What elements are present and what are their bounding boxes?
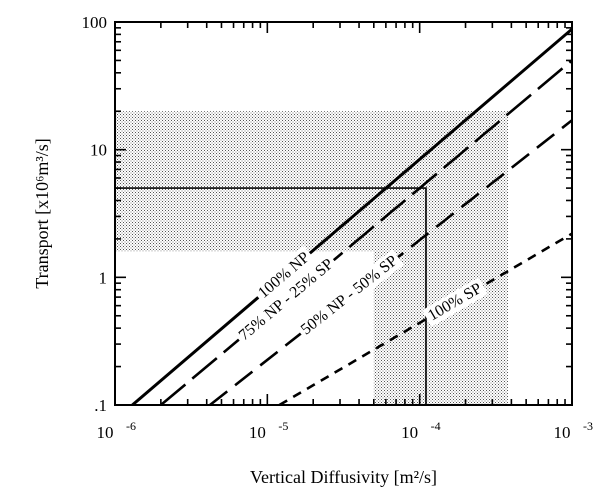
series-line-100-np	[131, 27, 572, 405]
plot-frame	[114, 21, 573, 406]
series-label-background	[422, 277, 488, 327]
shaded-regions	[115, 111, 508, 405]
y-axis-label: Transport [x10⁶m³/s]	[32, 138, 52, 289]
x-tick-exponent: -3	[583, 419, 593, 433]
reference-line-1	[115, 187, 427, 405]
x-tick-label: 10	[401, 423, 418, 442]
y-tick-label: 10	[90, 141, 107, 160]
x-tick-exponent: -6	[126, 419, 136, 433]
labels: Vertical Diffusivity [m²/s] Transport [x…	[32, 13, 593, 487]
x-tick-label: 10	[554, 423, 571, 442]
series-line-100-sp	[278, 232, 572, 405]
y-tick-label: 1	[99, 268, 108, 287]
series-label-background	[294, 249, 404, 342]
series-label-background	[252, 245, 317, 305]
x-tick-label: 10	[97, 423, 114, 442]
x-tick-exponent: -5	[278, 419, 288, 433]
x-tick-label: 10	[249, 423, 266, 442]
y-tick-label: .1	[94, 396, 107, 415]
reference-lines	[115, 187, 427, 405]
plot-border	[114, 21, 573, 406]
series-label-background	[232, 252, 340, 347]
x-tick-exponent: -4	[431, 419, 441, 433]
series-line-75-np-25-sp	[160, 59, 572, 405]
x-axis-label: Vertical Diffusivity [m²/s]	[250, 467, 437, 487]
y-tick-label: 100	[82, 13, 108, 32]
